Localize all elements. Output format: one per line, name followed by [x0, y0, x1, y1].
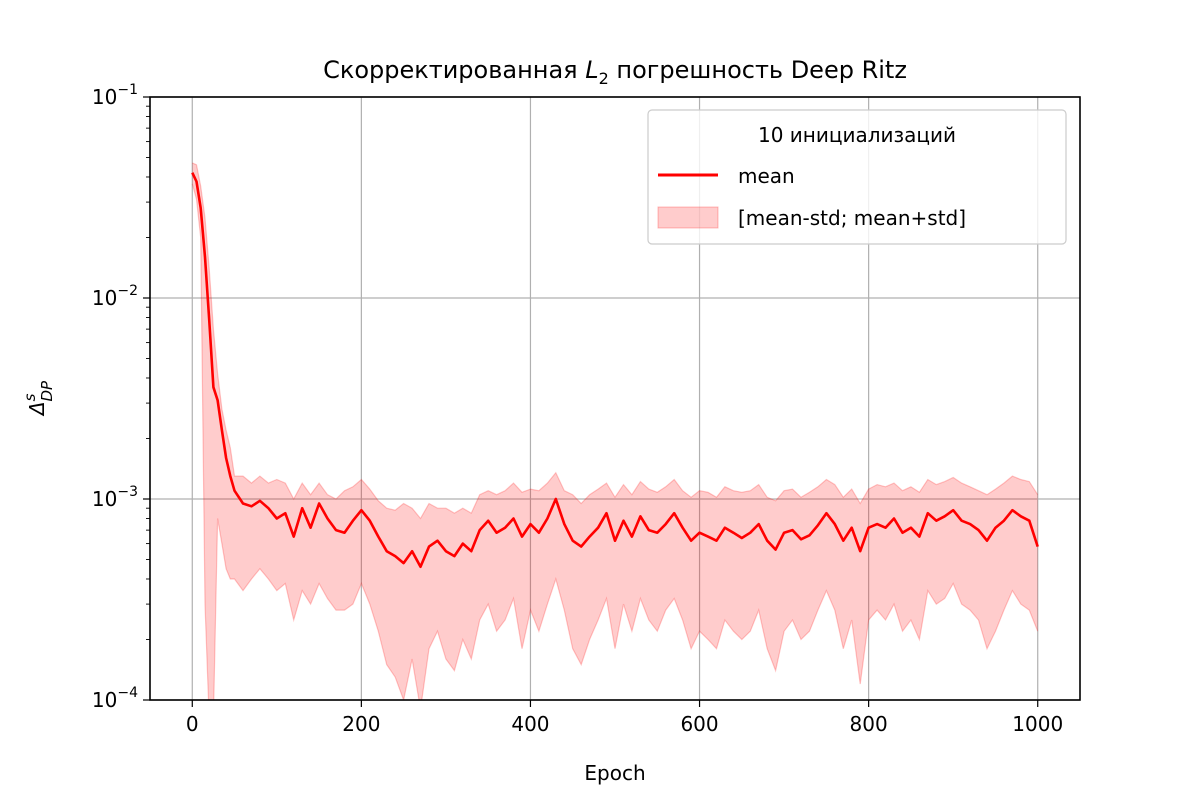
x-tick-label: 400 [511, 712, 549, 736]
x-axis: 0 200 400 600 800 1000 [186, 700, 1063, 736]
y-axis-label: ΔsDP [21, 380, 56, 417]
legend-band-label: [mean-std; mean+std] [738, 206, 966, 230]
std-band-lower-edge [191, 183, 1039, 700]
y-tick-label: 10−4 [92, 685, 138, 712]
y-axis: 10−1 10−2 10−3 10−4 [92, 82, 150, 712]
x-axis-label: Epoch [584, 761, 645, 785]
legend-box [647, 109, 1067, 245]
mean-line [191, 172, 1039, 569]
std-band [192, 162, 1038, 700]
y-tick-label: 10−1 [92, 82, 138, 109]
y-tick-label: 10−3 [92, 484, 138, 511]
x-tick-label: 200 [342, 712, 380, 736]
plot-frame [149, 96, 1081, 701]
x-tick-label: 600 [680, 712, 718, 736]
std-band-upper-edge [192, 162, 1039, 520]
chart-title: Скорректированная L2 погрешность Deep Ri… [323, 56, 907, 88]
legend-mean-label: mean [738, 164, 795, 188]
legend-band-swatch [657, 206, 719, 229]
y-tick-label: 10−2 [92, 283, 138, 310]
legend: 10 инициализаций mean [mean-std; mean+st… [647, 109, 1067, 245]
x-tick-label: 0 [186, 712, 199, 736]
x-tick-label: 800 [850, 712, 888, 736]
legend-title: 10 инициализаций [758, 123, 956, 147]
x-tick-label: 1000 [1012, 712, 1063, 736]
